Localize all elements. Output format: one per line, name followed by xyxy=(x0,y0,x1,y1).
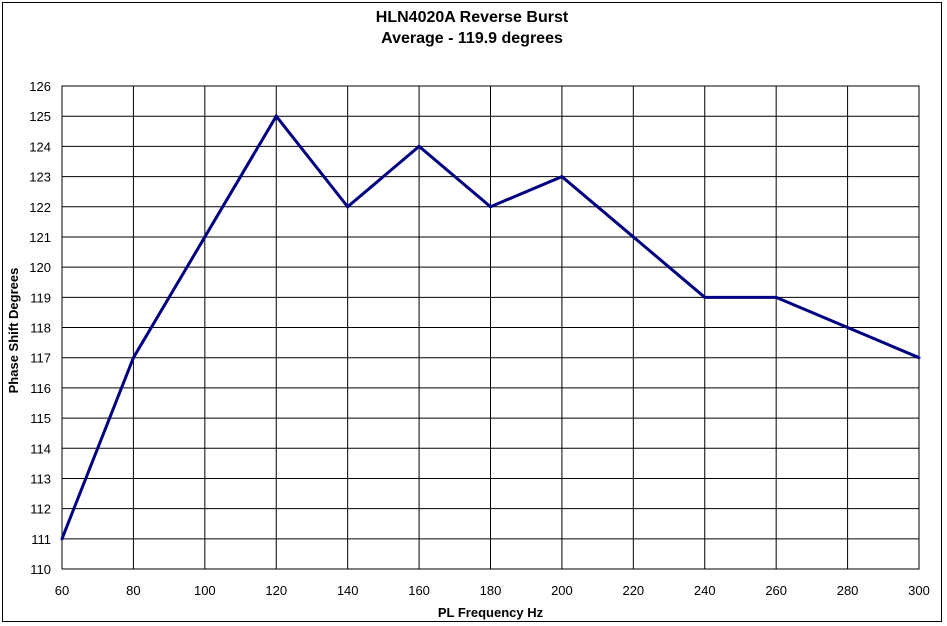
x-tick-label: 140 xyxy=(337,583,359,598)
data-point xyxy=(917,356,921,360)
y-tick-label: 111 xyxy=(31,532,51,547)
x-tick-label: 120 xyxy=(265,583,287,598)
chart-subtitle: Average - 119.9 degrees xyxy=(381,30,563,47)
data-point xyxy=(131,356,135,360)
data-point xyxy=(560,175,564,179)
data-point xyxy=(203,235,207,239)
y-tick-label: 126 xyxy=(29,79,51,94)
x-tick-label: 180 xyxy=(480,583,502,598)
y-tick-label: 114 xyxy=(30,441,51,456)
data-point xyxy=(417,144,421,148)
y-tick-label: 121 xyxy=(29,230,51,245)
data-point xyxy=(703,295,707,299)
data-point xyxy=(489,205,492,209)
y-tick-label: 119 xyxy=(30,290,51,305)
data-point xyxy=(846,326,850,329)
x-tick-label: 260 xyxy=(765,583,787,598)
x-tick-label: 60 xyxy=(55,583,69,598)
y-tick-label: 115 xyxy=(30,411,51,426)
x-tick-label: 160 xyxy=(408,583,430,598)
data-point xyxy=(346,205,350,209)
y-tick-labels: 110 111 112 113 114 115 116 117 118 119 120 121 122 1… xyxy=(29,79,51,577)
x-axis-title: PL Frequency Hz xyxy=(438,605,544,620)
y-tick-label: 124 xyxy=(29,139,51,154)
y-axis-title: Phase Shift Degrees xyxy=(6,268,21,394)
x-tick-label: 240 xyxy=(694,583,716,598)
series-layer xyxy=(60,113,921,541)
y-tick-label: 112 xyxy=(30,502,51,517)
chart-title: HLN4020A Reverse Burst xyxy=(375,9,569,26)
y-tick-label: 123 xyxy=(29,170,51,185)
y-tick-label: 122 xyxy=(29,200,51,215)
x-tick-label: 80 xyxy=(126,583,140,598)
plot-border xyxy=(61,85,920,570)
x-tick-label: 220 xyxy=(622,583,644,598)
y-tick-label: 116 xyxy=(30,381,51,396)
y-tick-label: 125 xyxy=(29,109,51,124)
y-tick-label: 110 xyxy=(30,562,51,577)
x-tick-label: 100 xyxy=(194,583,216,598)
y-tick-label: 117 xyxy=(30,351,51,366)
y-tick-label: 120 xyxy=(29,260,51,275)
data-point xyxy=(631,235,635,239)
x-tick-labels: 60 80 100 120 140 160 180 200 220 240 260 280 300 xyxy=(55,583,930,598)
data-point xyxy=(774,295,778,299)
y-tick-label: 118 xyxy=(30,321,51,336)
data-point xyxy=(60,537,64,541)
x-tick-label: 280 xyxy=(837,583,859,598)
y-tick-label: 113 xyxy=(30,471,51,486)
x-tick-label: 200 xyxy=(551,583,573,598)
x-tick-label: 300 xyxy=(908,583,930,598)
data-point xyxy=(274,114,278,118)
